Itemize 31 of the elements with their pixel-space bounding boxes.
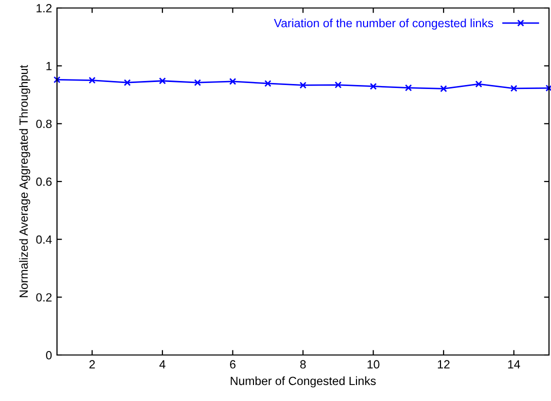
y-tick-label: 0.2	[36, 293, 52, 302]
y-tick-label: 1.2	[36, 4, 52, 12]
point	[124, 79, 131, 86]
y-axis-title: Normalized Average Aggregated Throughput	[19, 64, 30, 298]
point	[440, 85, 448, 92]
point	[510, 84, 518, 92]
point	[264, 80, 272, 87]
y-tick-label: 0.8	[36, 120, 52, 128]
point	[54, 76, 60, 84]
x-tick-label: 8	[300, 360, 306, 369]
x-tick-label: 14	[508, 360, 520, 368]
point	[370, 82, 377, 90]
point	[404, 84, 412, 92]
legend-label: Variation of the number of congested links	[274, 18, 494, 30]
y-tick-label: 1	[46, 62, 52, 70]
point	[88, 76, 96, 84]
y-tick-label: 0.6	[36, 178, 52, 186]
x-tick-label: 2	[89, 360, 95, 368]
x-tick-label: 10	[368, 360, 380, 369]
point	[229, 78, 236, 85]
y-tick-label: 0	[46, 351, 52, 360]
point	[158, 77, 166, 84]
y-tick-label: 0.4	[36, 235, 52, 244]
x-tick-label: 4	[159, 360, 166, 368]
point	[475, 80, 482, 88]
x-tick-label: 6	[230, 360, 236, 369]
point	[334, 81, 342, 88]
point	[194, 79, 202, 86]
x-axis-title: Number of Congested Links	[230, 376, 376, 388]
x-tick-label: 12	[438, 360, 450, 368]
point	[300, 82, 306, 89]
